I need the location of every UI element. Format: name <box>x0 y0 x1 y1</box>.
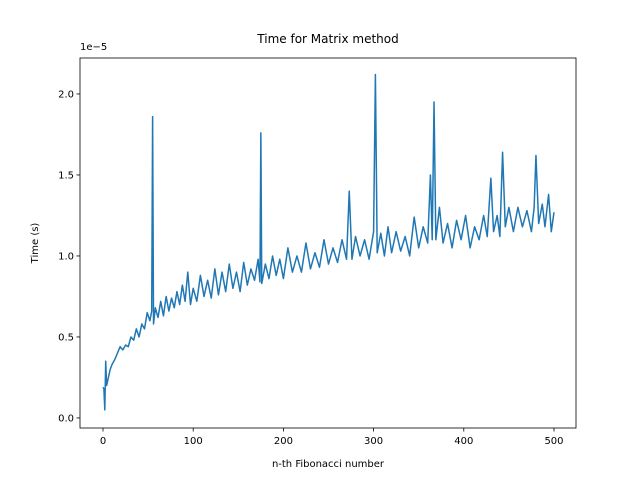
y-axis-label: Time (s) <box>30 223 41 265</box>
data-line <box>102 73 555 411</box>
plot-frame <box>79 57 577 429</box>
y-tick-label: 0.0 <box>58 413 74 424</box>
chart-title: Time for Matrix method <box>256 32 398 46</box>
x-tick-label: 300 <box>364 436 383 447</box>
x-tick-label: 100 <box>184 436 203 447</box>
x-tick-label: 0 <box>100 436 106 447</box>
x-tick-label: 200 <box>274 436 293 447</box>
x-tick-label: 500 <box>544 436 563 447</box>
y-tick-label: 0.5 <box>58 332 74 343</box>
x-axis-label: n-th Fibonacci number <box>272 459 385 470</box>
y-tick-label: 1.0 <box>58 251 74 262</box>
y-tick-label: 2.0 <box>58 89 74 100</box>
y-offset-text: 1e−5 <box>80 42 107 53</box>
x-tick-label: 400 <box>454 436 473 447</box>
y-tick-label: 1.5 <box>58 170 74 181</box>
